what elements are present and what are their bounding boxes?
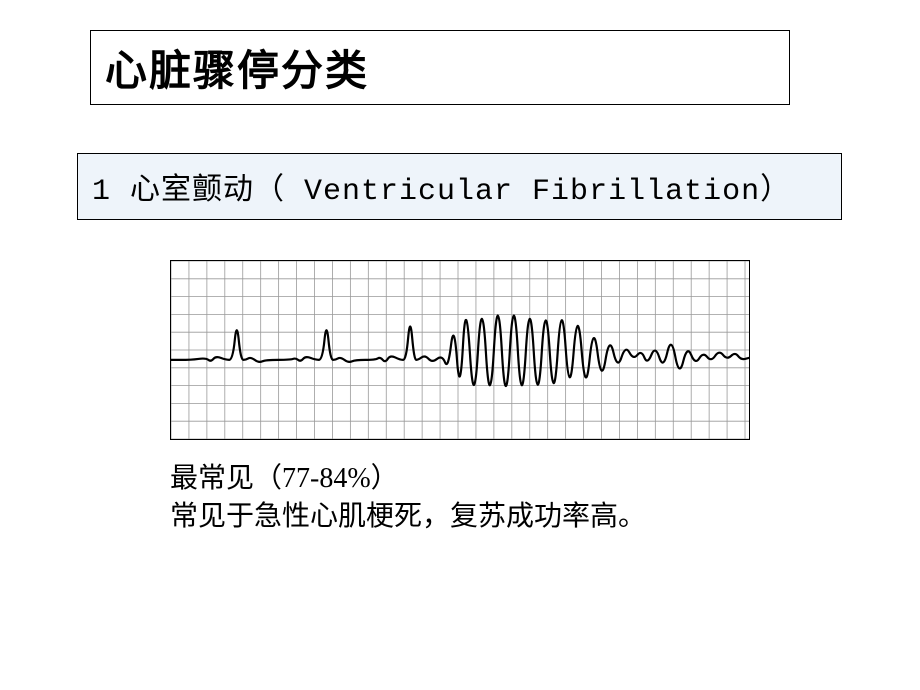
subtitle-cn: 心室颤动（ — [130, 173, 285, 206]
description: 最常见（77-84%） 常见于急性心肌梗死，复苏成功率高。 — [170, 460, 646, 536]
title-box: 心脏骤停分类 — [90, 30, 790, 105]
subtitle-text: 1 心室颤动（ Ventricular Fibrillation） — [92, 164, 827, 209]
subtitle-number: 1 — [92, 175, 130, 209]
desc-line-2: 常见于急性心肌梗死，复苏成功率高。 — [170, 498, 646, 536]
subtitle-close: ） — [760, 173, 791, 206]
subtitle-en: Ventricular Fibrillation — [285, 175, 760, 209]
desc-line-1: 最常见（77-84%） — [170, 460, 646, 498]
page-title: 心脏骤停分类 — [105, 37, 775, 98]
subtitle-box: 1 心室颤动（ Ventricular Fibrillation） — [77, 153, 842, 220]
ecg-chart — [170, 260, 750, 440]
ecg-svg — [171, 261, 749, 439]
